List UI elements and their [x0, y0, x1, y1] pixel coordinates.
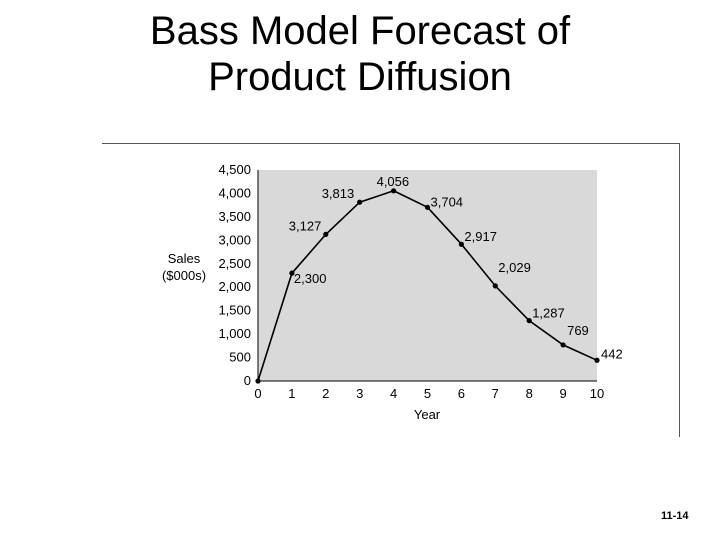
data-point — [289, 270, 295, 276]
y-tick-label: 3,000 — [218, 232, 251, 247]
data-label: 1,287 — [532, 306, 565, 321]
y-tick-label: 4,000 — [218, 185, 251, 200]
y-tick-label: 500 — [229, 350, 251, 365]
data-label: 442 — [601, 346, 623, 361]
data-label: 2,300 — [294, 271, 327, 286]
data-point — [323, 231, 329, 237]
x-tick-label: 4 — [390, 386, 397, 401]
y-tick-label: 0 — [244, 373, 251, 388]
x-tick-label: 8 — [526, 386, 533, 401]
slide-title-line-1: Bass Model Forecast of — [149, 9, 571, 53]
slide-title-line-2: Product Diffusion — [208, 55, 512, 99]
x-tick-label: 6 — [458, 386, 465, 401]
x-tick-label: 10 — [590, 386, 604, 401]
x-axis-title: Year — [414, 407, 441, 422]
x-tick-label: 0 — [254, 386, 261, 401]
data-point — [357, 199, 363, 205]
data-point — [492, 283, 498, 289]
chart-frame-top-border — [102, 143, 680, 144]
data-label: 3,704 — [431, 194, 464, 209]
slide-title: Bass Model Forecast of Product Diffusion — [0, 8, 720, 100]
y-tick-label: 2,500 — [218, 256, 251, 271]
data-point — [458, 241, 464, 247]
x-tick-label: 3 — [356, 386, 363, 401]
y-axis-title-line-2: ($000s) — [162, 268, 206, 283]
x-tick-label: 5 — [424, 386, 431, 401]
data-label: 2,029 — [498, 260, 531, 275]
data-label: 2,917 — [464, 229, 497, 244]
data-point — [391, 188, 397, 194]
data-label: 4,056 — [377, 174, 410, 189]
data-label: 769 — [567, 323, 589, 338]
data-point — [594, 357, 600, 363]
data-point — [424, 204, 431, 210]
x-tick-label: 7 — [492, 386, 499, 401]
data-point — [255, 378, 261, 384]
data-point — [526, 318, 532, 324]
y-tick-label: 1,500 — [218, 303, 251, 318]
y-tick-label: 1,000 — [218, 326, 251, 341]
x-tick-label: 1 — [288, 386, 295, 401]
y-tick-label: 4,500 — [218, 162, 251, 177]
chart-frame-right-border — [679, 143, 680, 437]
x-tick-label: 2 — [322, 386, 329, 401]
data-label: 3,127 — [289, 218, 322, 233]
x-tick-label: 9 — [559, 386, 566, 401]
y-axis-title-line-1: Sales — [168, 251, 201, 266]
data-point — [560, 342, 566, 348]
page-number: 11-14 — [661, 510, 689, 522]
data-label: 3,813 — [322, 186, 355, 201]
y-tick-label: 3,500 — [218, 209, 251, 224]
y-tick-label: 2,000 — [218, 279, 251, 294]
